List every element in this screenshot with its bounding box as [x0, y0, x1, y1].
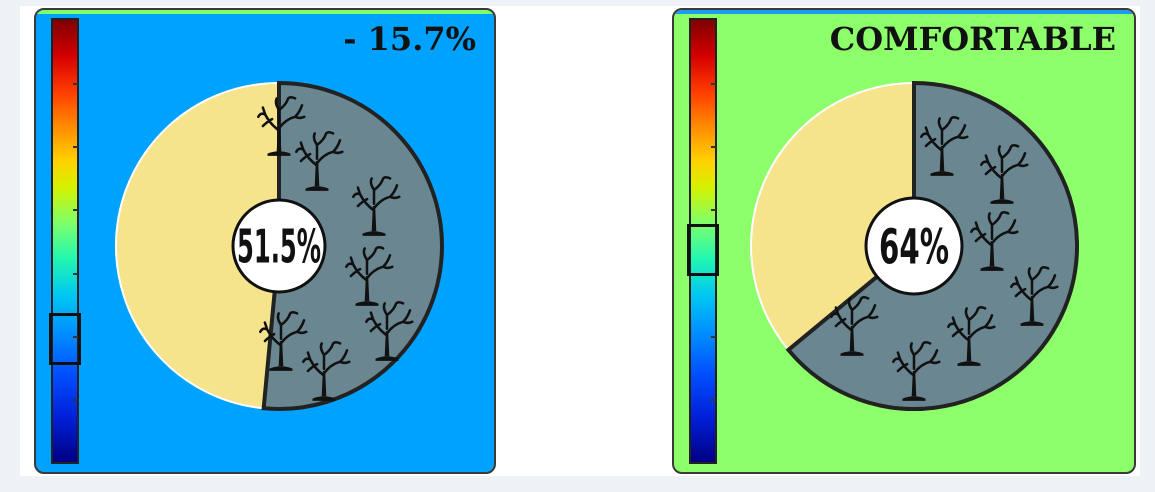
pie-slice-secondary	[114, 81, 280, 410]
color-scale-bar	[51, 18, 79, 464]
color-scale-bar	[689, 18, 717, 464]
panel-rim	[674, 10, 1134, 14]
panel-headline: - 15.7%	[343, 20, 476, 58]
scale-tick	[73, 272, 78, 275]
pie-chart: 51.5%	[114, 80, 444, 411]
scale-tick	[711, 83, 716, 86]
pie-chart: 64%	[750, 80, 1079, 411]
scale-marker	[49, 313, 81, 366]
scale-tick	[711, 146, 716, 149]
center-badge	[864, 196, 964, 296]
scale-tick	[73, 209, 78, 212]
scale-tick	[711, 335, 716, 338]
scale-tick	[711, 398, 716, 401]
center-value-label: 51.5%	[237, 220, 321, 274]
scale-tick	[711, 209, 716, 212]
scale-tick	[73, 146, 78, 149]
panel-headline: COMFORTABLE	[829, 20, 1116, 58]
scale-tick	[73, 398, 78, 401]
pie-slice-primary	[261, 80, 444, 411]
panel-rim	[36, 10, 494, 14]
tree-icons	[830, 115, 1059, 401]
scale-marker	[687, 223, 719, 276]
scale-tick	[73, 83, 78, 86]
pie-panel-2: COMFORTABLE 64%	[672, 8, 1136, 474]
center-value-label: 64%	[879, 219, 949, 275]
center-badge	[231, 198, 327, 294]
pie-panel-1: - 15.7% 51.5%	[34, 8, 496, 474]
pie-slice-secondary	[750, 81, 915, 352]
scale-tick	[73, 335, 78, 338]
tree-icons	[257, 95, 414, 401]
